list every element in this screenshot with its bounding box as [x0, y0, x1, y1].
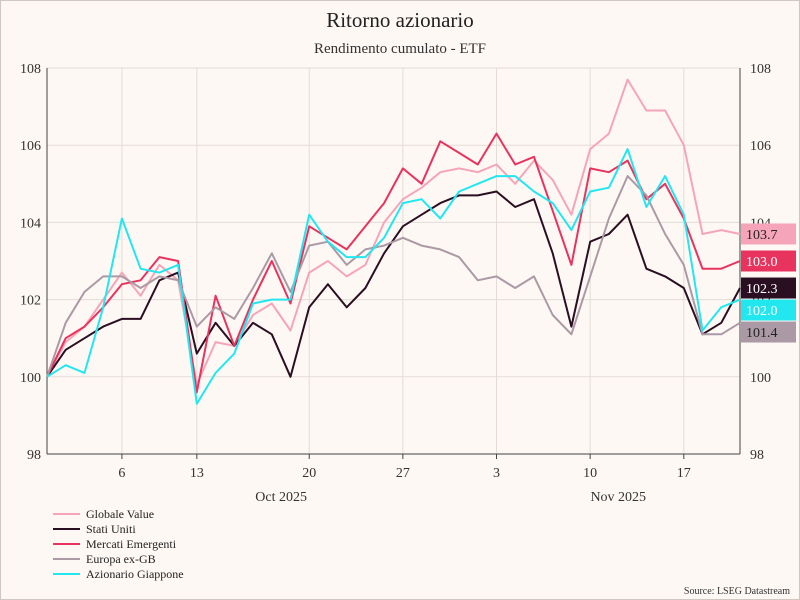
x-tick-label: 3: [493, 466, 500, 481]
end-label-box: [741, 299, 796, 321]
x-tick-label: 10: [583, 466, 597, 481]
y-tick-label-left: 104: [20, 216, 41, 231]
x-tick-label: 13: [190, 466, 204, 481]
end-label-value: 102.3: [746, 282, 778, 297]
x-tick-label: 20: [302, 466, 316, 481]
axes: [46, 68, 741, 455]
y-tick-label-right: 100: [750, 371, 771, 386]
end-labels: 103.7 103.0 102.3 102.0 101.4: [741, 223, 796, 343]
legend-label: Mercati Emergenti: [86, 537, 177, 551]
y-tick-label-left: 98: [27, 448, 41, 463]
end-label-box: [741, 250, 796, 272]
chart-title: Ritorno azionario: [326, 8, 474, 32]
y-tick-label-right: 98: [750, 448, 764, 463]
end-label-value: 101.4: [746, 326, 778, 341]
series-line-3: [46, 175, 741, 378]
source-note: Source: LSEG Datastream: [684, 586, 790, 597]
end-label-box: [741, 277, 796, 299]
end-label-value: 103.7: [746, 228, 778, 243]
x-tick-label: 27: [396, 466, 410, 481]
series-line-2: [46, 132, 741, 394]
x-month-label: Nov 2025: [590, 490, 646, 505]
end-label-value: 103.0: [746, 255, 778, 270]
y-tick-label-left: 100: [20, 371, 41, 386]
chart-subtitle: Rendimento cumulato - ETF: [314, 41, 486, 57]
series-lines: [46, 78, 741, 405]
y-tick-label-left: 106: [20, 139, 41, 154]
x-tick-label: 6: [118, 466, 125, 481]
y-tick-label-right: 106: [750, 139, 771, 154]
end-label-box: [741, 321, 796, 343]
x-month-label: Oct 2025: [255, 490, 307, 505]
series-line-1: [46, 190, 741, 378]
x-axis-ticks: 6 13 20 27 3 10 17 Oct 2025 Nov 2025: [118, 454, 691, 505]
y-axis-ticks: 9898100100102102104104106106108108: [20, 62, 771, 463]
legend-label: Europa ex-GB: [86, 552, 156, 566]
y-tick-label-right: 108: [750, 62, 771, 77]
y-tick-label-left: 108: [20, 62, 41, 77]
end-label-box: [741, 223, 796, 245]
legend-label: Azionario Giappone: [86, 567, 184, 581]
series-line-0: [46, 78, 741, 386]
y-tick-label-left: 102: [20, 294, 41, 309]
series-line-4: [46, 148, 741, 405]
end-label-value: 102.0: [746, 304, 778, 319]
gridlines: [47, 67, 740, 455]
x-tick-label: 17: [677, 466, 691, 481]
legend-label: Globale Value: [86, 507, 154, 521]
legend-label: Stati Uniti: [86, 522, 136, 536]
